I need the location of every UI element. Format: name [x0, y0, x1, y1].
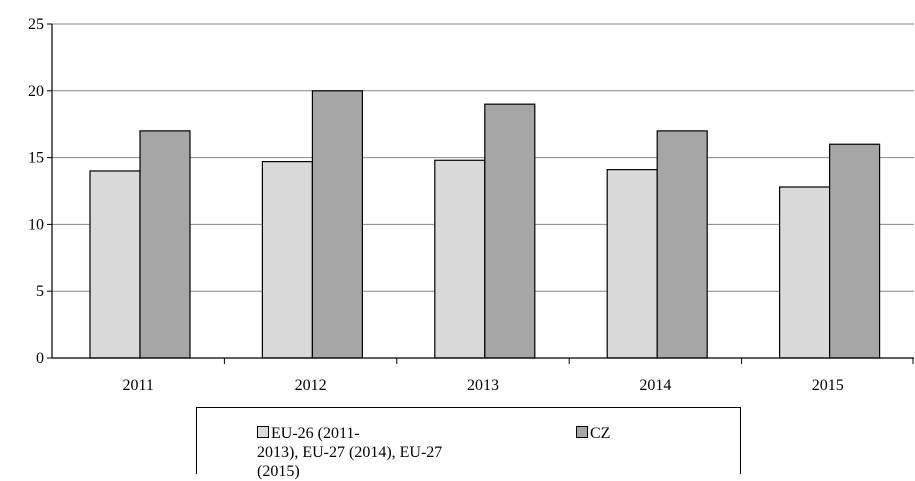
x-tick-label: 2014: [639, 377, 671, 394]
x-tick-label: 2012: [295, 377, 327, 394]
bar-cz-2011: [139, 130, 191, 359]
legend-item-cz: CZ: [576, 424, 610, 443]
bars: [89, 90, 881, 359]
y-tick-label: 20: [28, 83, 44, 100]
bar-eu-2013: [434, 159, 486, 359]
x-tick-label: 2015: [812, 377, 844, 394]
y-tick-label: 5: [36, 283, 44, 300]
legend-swatch-eu: [257, 426, 269, 438]
gridlines: [52, 23, 914, 292]
y-tick-label: 10: [28, 216, 44, 233]
y-tick-label: 0: [36, 350, 44, 367]
axes: [47, 23, 914, 364]
bar-eu-2012: [261, 161, 313, 359]
bar-eu-2015: [778, 186, 831, 359]
legend: EU-26 (2011- 2013), EU-27 (2014), EU-27 …: [196, 407, 741, 480]
bar-cz-2013: [484, 103, 536, 359]
y-tick-label: 25: [28, 16, 44, 33]
legend-item-eu: EU-26 (2011- 2013), EU-27 (2014), EU-27 …: [257, 424, 477, 481]
bar-eu-2014: [606, 169, 658, 359]
x-tick-labels: 2011 2012 2013 2014 2015: [122, 377, 843, 394]
bar-cz-2015: [828, 143, 881, 359]
bar-cz-2014: [656, 130, 708, 359]
x-tick-label: 2011: [122, 377, 153, 394]
y-tick-labels: 0 5 10 15 20 25: [28, 16, 44, 367]
bar-cz-2012: [311, 90, 363, 359]
legend-swatch-cz: [576, 426, 588, 438]
x-tick-label: 2013: [467, 377, 499, 394]
legend-label-eu: EU-26 (2011- 2013), EU-27 (2014), EU-27 …: [257, 425, 443, 480]
y-tick-label: 15: [28, 150, 44, 167]
legend-label-cz: CZ: [590, 425, 611, 442]
bar-eu-2011: [89, 170, 141, 359]
